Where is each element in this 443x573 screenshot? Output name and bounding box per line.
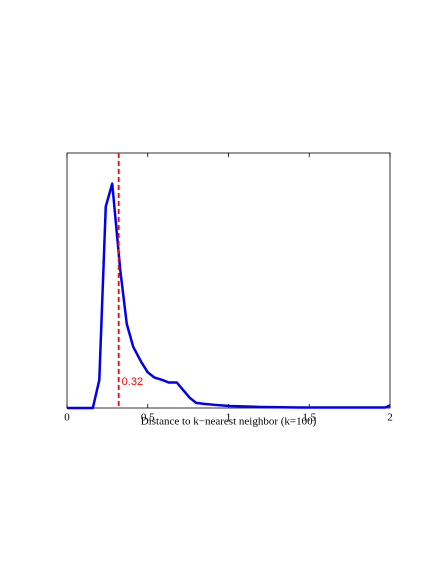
threshold-label: 0.32: [122, 376, 143, 388]
x-tick-label: 0: [64, 412, 70, 424]
x-tick-label: 2: [387, 412, 393, 424]
x-tick-label: 1: [226, 412, 232, 424]
line-series: [67, 182, 391, 410]
x-axis-label: Distance to k−nearest neighbor (k=100): [141, 416, 317, 428]
x-tick-label: 0.5: [141, 412, 155, 424]
x-tick-label: 1.5: [302, 412, 316, 424]
plot-frame: [66, 152, 391, 409]
